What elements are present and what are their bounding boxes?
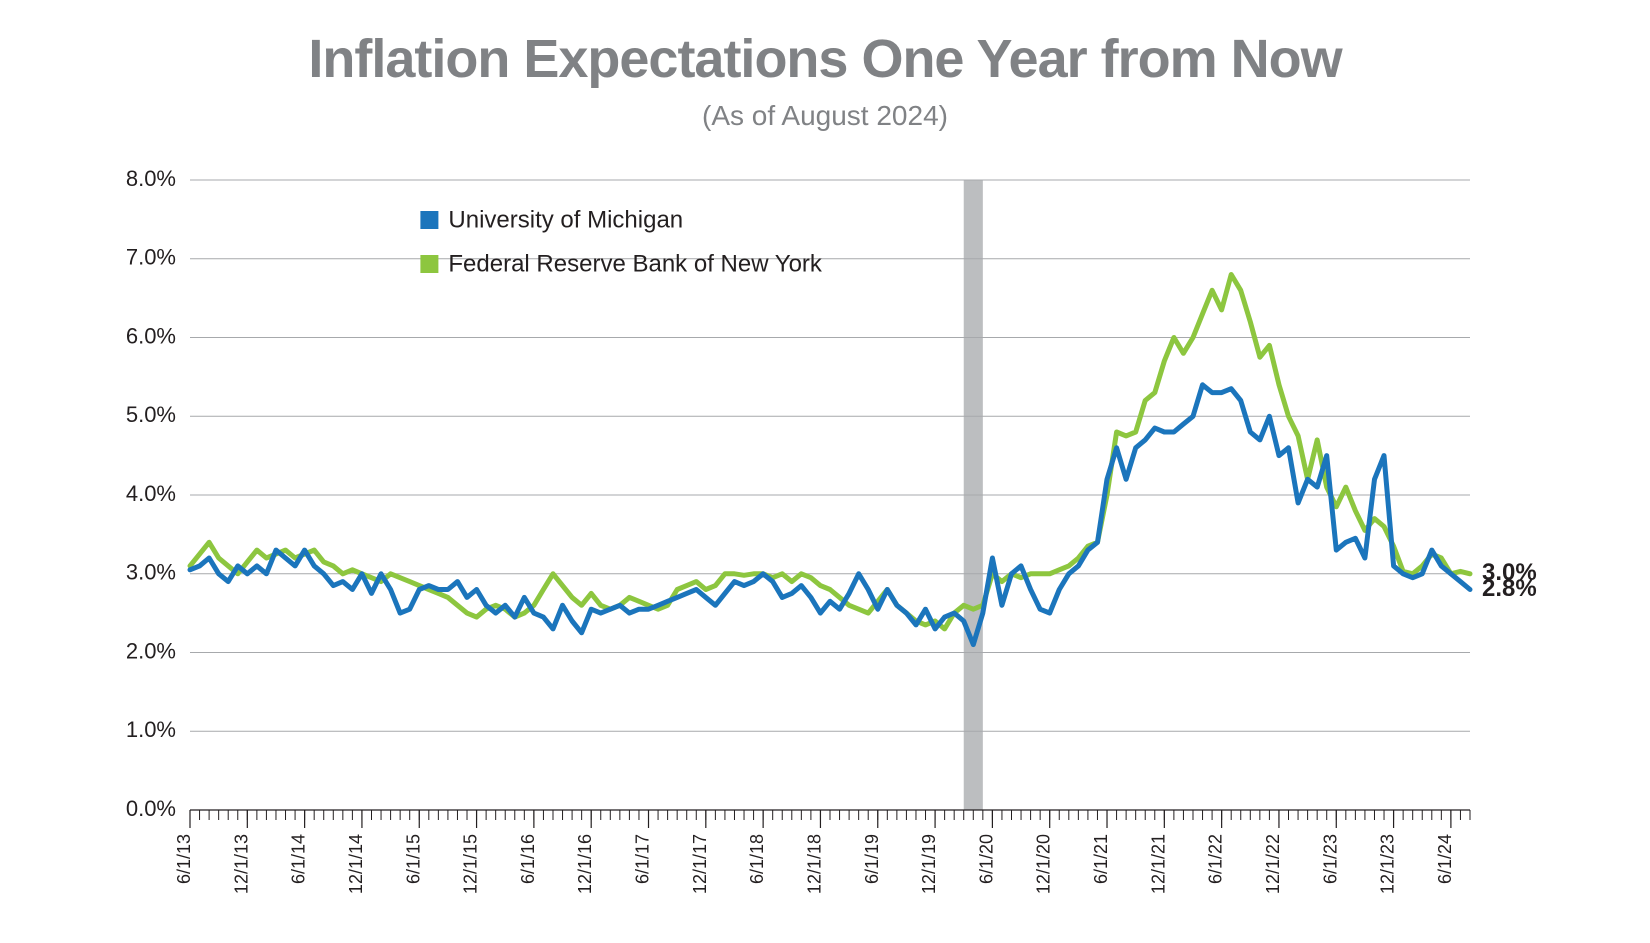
- x-axis-label: 12/1/19: [919, 834, 939, 894]
- legend-swatch: [420, 255, 438, 273]
- x-axis-label: 6/1/16: [518, 834, 538, 884]
- x-axis-label: 6/1/18: [747, 834, 767, 884]
- x-axis-label: 12/1/21: [1148, 834, 1168, 894]
- series-line-1: [190, 385, 1470, 645]
- legend-label: Federal Reserve Bank of New York: [448, 250, 823, 277]
- x-axis-label: 6/1/19: [862, 834, 882, 884]
- x-axis-label: 6/1/17: [633, 834, 653, 884]
- y-axis-label: 2.0%: [126, 638, 176, 663]
- x-axis-label: 6/1/23: [1320, 834, 1340, 884]
- x-axis-label: 12/1/15: [461, 834, 481, 894]
- x-axis-label: 12/1/18: [804, 834, 824, 894]
- y-axis-label: 3.0%: [126, 560, 176, 585]
- x-axis-label: 12/1/22: [1263, 834, 1283, 894]
- legend-label: University of Michigan: [448, 206, 683, 233]
- x-axis-label: 12/1/17: [690, 834, 710, 894]
- y-axis-label: 0.0%: [126, 796, 176, 821]
- y-axis-label: 6.0%: [126, 323, 176, 348]
- x-axis-label: 6/1/21: [1091, 834, 1111, 884]
- x-axis-label: 6/1/20: [976, 834, 996, 884]
- chart-title: Inflation Expectations One Year from Now: [0, 28, 1650, 90]
- x-axis-label: 12/1/16: [575, 834, 595, 894]
- y-axis-label: 4.0%: [126, 481, 176, 506]
- legend-swatch: [420, 211, 438, 229]
- x-axis-label: 6/1/24: [1435, 834, 1455, 884]
- chart-container: { "title": "Inflation Expectations One Y…: [0, 0, 1650, 943]
- x-axis-label: 12/1/13: [231, 834, 251, 894]
- x-axis-label: 6/1/13: [174, 834, 194, 884]
- chart-subtitle: (As of August 2024): [0, 100, 1650, 132]
- y-axis-label: 8.0%: [126, 170, 176, 191]
- end-label: 2.8%: [1482, 575, 1537, 602]
- x-axis-label: 12/1/14: [346, 834, 366, 894]
- x-axis-label: 12/1/20: [1034, 834, 1054, 894]
- y-axis-label: 7.0%: [126, 245, 176, 270]
- y-axis-label: 5.0%: [126, 402, 176, 427]
- x-axis-label: 6/1/14: [289, 834, 309, 884]
- x-axis-label: 12/1/23: [1378, 834, 1398, 894]
- chart-plot: 0.0% 1.0% 2.0% 3.0% 4.0% 5.0% 6.0% 7.0% 8.0% 6/1/…: [100, 170, 1560, 930]
- y-axis-label: 1.0%: [126, 717, 176, 742]
- x-axis-label: 6/1/15: [403, 834, 423, 884]
- x-axis-label: 6/1/22: [1206, 834, 1226, 884]
